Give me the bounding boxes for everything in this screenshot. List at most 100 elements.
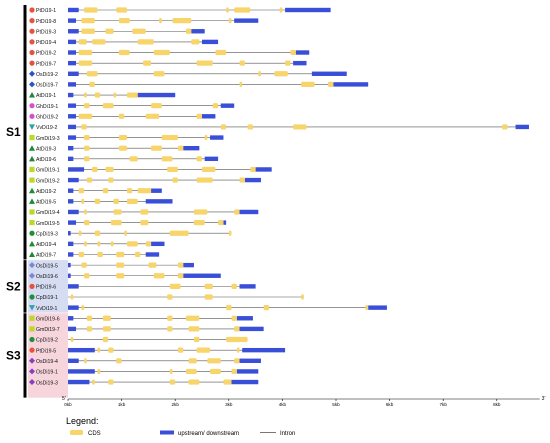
cds-exon [285, 60, 291, 66]
cds-exon [78, 39, 87, 45]
gene-row: GhDi19-1 [29, 103, 235, 110]
cds-exon [118, 18, 130, 24]
utr5-block [68, 145, 74, 151]
cds-exon [247, 124, 253, 130]
gene-name: GmDi19-1 [36, 168, 60, 174]
cds-exon [70, 294, 74, 300]
species-marker-icon [29, 209, 35, 215]
utr5-block [68, 18, 77, 23]
species-marker-icon [29, 272, 35, 279]
group-label: S1 [6, 125, 21, 139]
cds-exon [327, 81, 334, 88]
gene-name: PtDi19-7 [36, 61, 56, 67]
species-marker-icon [29, 155, 35, 162]
utr3-block [151, 241, 165, 247]
gene-name: PtDi19-3 [36, 29, 56, 35]
gene-row: OsDi19-1 [29, 368, 259, 376]
cds-exon [234, 358, 240, 364]
axis-tick-label: 4kb [279, 402, 287, 407]
gene-row: PtDi19-2 [29, 49, 310, 57]
cds-exon [188, 358, 197, 364]
axis-tick-label: 3kb [225, 402, 233, 407]
utr5-block [68, 305, 79, 310]
cds-exon [126, 241, 138, 247]
cds-exon [202, 166, 216, 173]
legend-cds-label: CDS [88, 431, 101, 437]
cds-exon [84, 92, 87, 98]
cds-exon [143, 60, 152, 66]
cds-exon [84, 103, 90, 109]
group-bands [28, 5, 68, 398]
cds-exon [177, 145, 184, 151]
utr3-block [255, 167, 272, 172]
utr3-block [145, 252, 160, 257]
cds-exon [167, 294, 173, 300]
species-marker-icon [29, 262, 35, 269]
cds-exon [118, 113, 125, 119]
group-brackets: S1 S2 S3 [6, 5, 27, 398]
cds-exon [108, 379, 114, 385]
gene-row: GmDi19-1 [29, 166, 272, 174]
utr5-block [68, 188, 74, 193]
utr3-block [202, 39, 219, 45]
cds-exon [228, 230, 232, 236]
species-marker-icon [29, 177, 35, 183]
utr3-block [231, 379, 259, 385]
cds-exon [236, 347, 240, 353]
utr3-block [285, 7, 331, 13]
utr3-block [137, 92, 176, 98]
cds-exon [145, 113, 160, 119]
species-marker-icon [29, 103, 35, 109]
cds-exon [116, 251, 125, 258]
gene-row: AtDi19-3 [29, 145, 200, 152]
cds-exon [151, 145, 162, 151]
gene-name: GmDi19-4 [36, 210, 60, 216]
cds-exon [223, 379, 232, 385]
cds-exon [274, 71, 288, 77]
cds-exon [153, 71, 165, 77]
cds-exon [226, 305, 232, 311]
gene-name: OsDi19-4 [36, 359, 58, 365]
gene-name: VvDi19-1 [36, 306, 57, 312]
cds-exon [212, 103, 219, 109]
utr3-block [515, 124, 529, 130]
cds-exon [161, 156, 173, 162]
cds-exon [220, 124, 227, 130]
cds-exon [177, 273, 184, 279]
cds-exon [172, 18, 192, 24]
species-marker-icon [29, 49, 35, 56]
utr5-block [68, 231, 71, 236]
utr5-block [68, 29, 79, 34]
cds-exon [167, 166, 178, 173]
cds-exon [84, 273, 90, 279]
species-marker-icon [29, 60, 35, 66]
cds-exon [97, 368, 101, 375]
cds-exon [159, 18, 162, 24]
cds-exon [113, 209, 122, 215]
cds-exon [279, 7, 283, 13]
utr3-block [234, 18, 259, 23]
cds-exon [215, 49, 227, 56]
species-marker-icon [29, 187, 35, 194]
species-marker-icon [29, 81, 35, 88]
gene-name: GmDi19-3 [36, 136, 60, 142]
gene-row: GmDi19-2 [29, 177, 261, 184]
cds-exon [135, 251, 141, 258]
gene-row: GmDi19-3 [29, 134, 224, 142]
axis-tick-label: 8kb [493, 402, 501, 407]
utr3-block [333, 82, 369, 87]
species-marker-icon [29, 113, 35, 119]
cds-exon [172, 177, 178, 183]
utr3-block [244, 177, 261, 183]
cds-exon [231, 368, 237, 375]
utr3-block [183, 262, 194, 268]
gene-name: AtDi19-1 [36, 93, 56, 99]
utr5-block [68, 124, 77, 130]
utr3-block [236, 316, 253, 321]
gene-row: AtDi19-4 [29, 240, 165, 248]
cds-exon [129, 156, 138, 162]
cds-exon [226, 336, 248, 343]
utr3-block [236, 369, 259, 374]
species-marker-icon [29, 166, 35, 173]
cds-exon [78, 60, 93, 66]
